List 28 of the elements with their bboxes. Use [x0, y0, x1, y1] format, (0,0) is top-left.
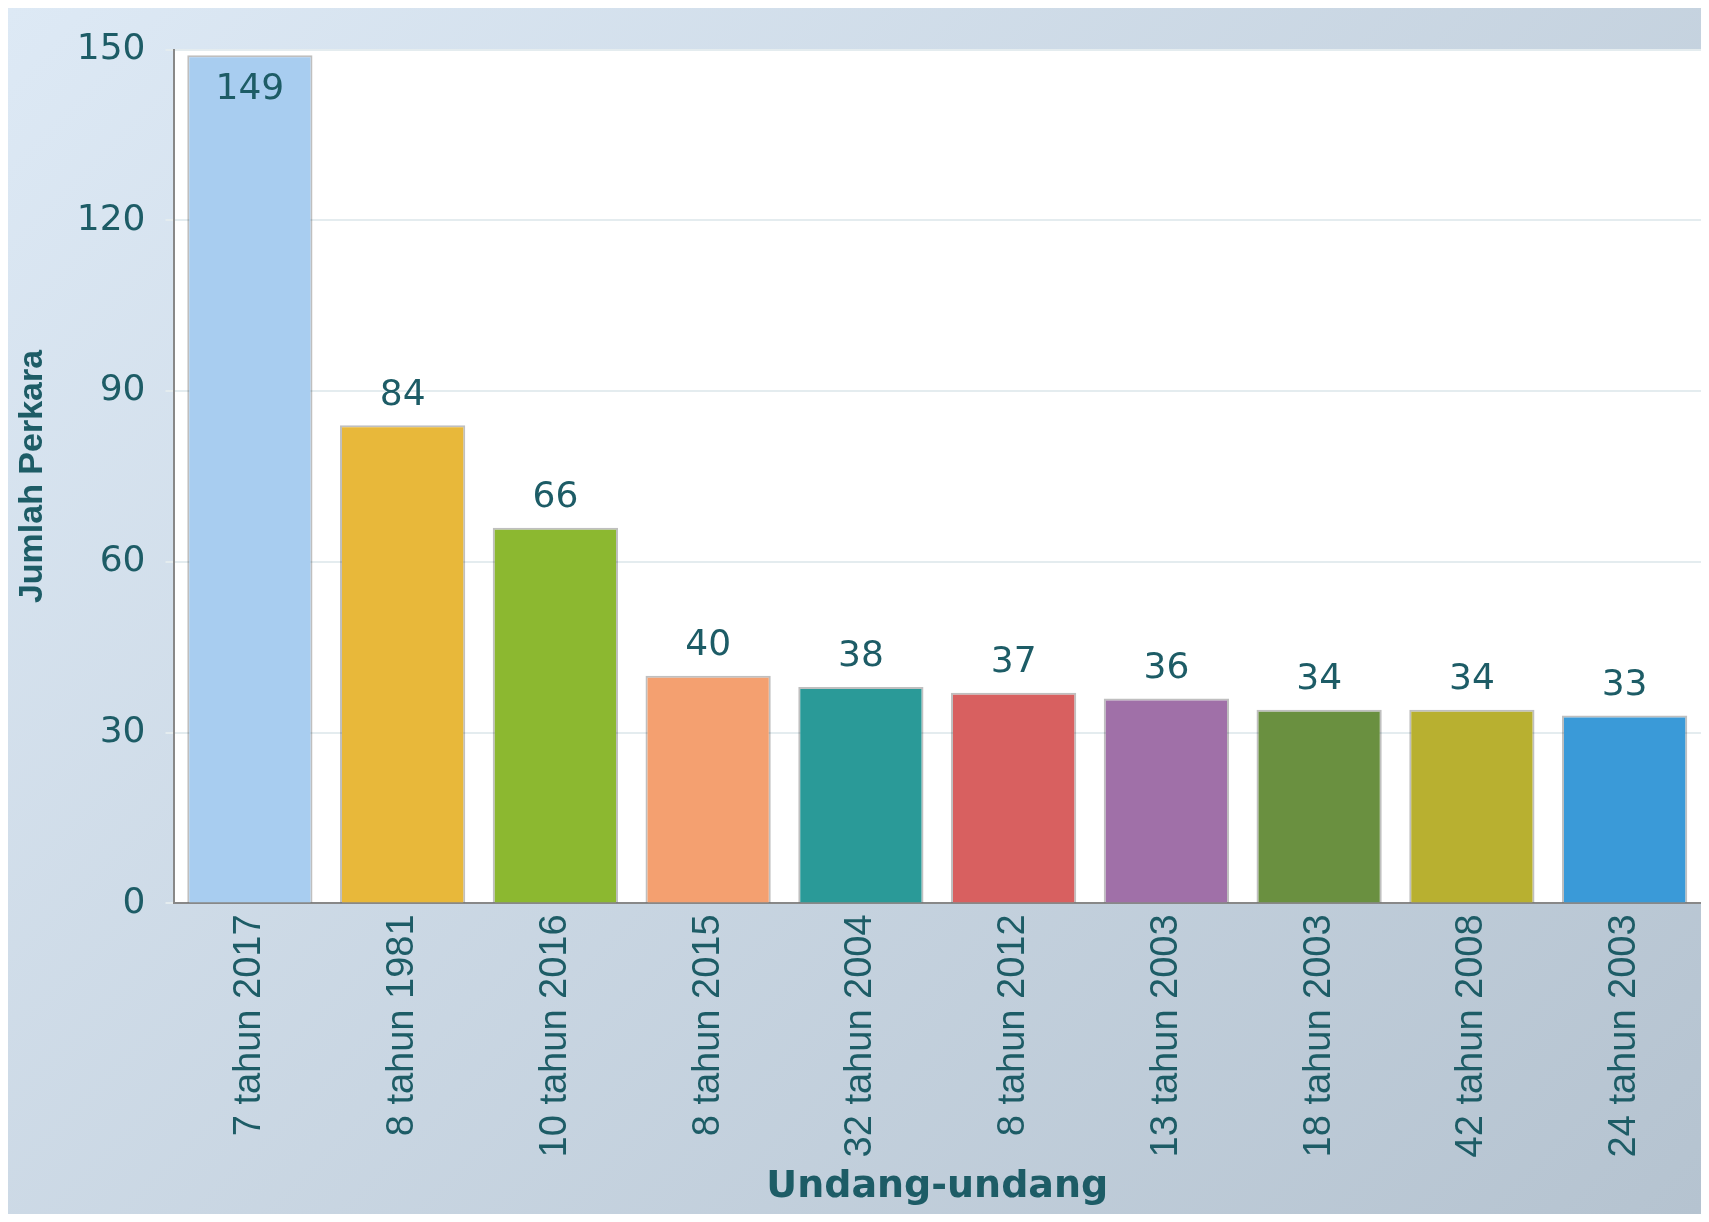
y-tick-label: 150: [76, 25, 146, 67]
data-label: 40: [685, 622, 732, 664]
x-tick-label: 42 tahun 2008: [1448, 914, 1491, 1158]
x-tick-label: 8 tahun 1981: [379, 914, 422, 1137]
data-label: 34: [1448, 656, 1495, 698]
data-label: 66: [532, 474, 579, 516]
data-label: 37: [990, 639, 1037, 681]
x-tick-label: 13 tahun 2003: [1142, 914, 1185, 1158]
y-tick-label: 120: [76, 196, 146, 238]
data-label: 33: [1601, 661, 1648, 703]
y-tick-label: 30: [99, 708, 146, 750]
y-tick-label: 90: [99, 367, 146, 409]
y-tick-label: 0: [122, 879, 146, 921]
x-tick-label: 7 tahun 2017: [226, 914, 269, 1137]
y-tick-label: 60: [99, 538, 146, 580]
data-label: 36: [1143, 644, 1190, 686]
x-tick-label: 8 tahun 2012: [990, 914, 1033, 1137]
data-label: 149: [215, 65, 285, 107]
x-axis-title: Undang-undang: [766, 1162, 1109, 1207]
x-tick-label: 18 tahun 2003: [1295, 914, 1338, 1158]
x-tick-label: 32 tahun 2004: [837, 914, 880, 1158]
x-tick-label: 24 tahun 2003: [1601, 914, 1644, 1158]
x-tick-label: 8 tahun 2015: [684, 914, 727, 1137]
x-tick-label: 10 tahun 2016: [531, 914, 574, 1158]
data-label: 84: [379, 371, 426, 413]
data-label: 34: [1296, 656, 1343, 698]
data-label: 38: [837, 633, 884, 675]
y-axis-title: Jumlah Perkara: [10, 348, 49, 604]
